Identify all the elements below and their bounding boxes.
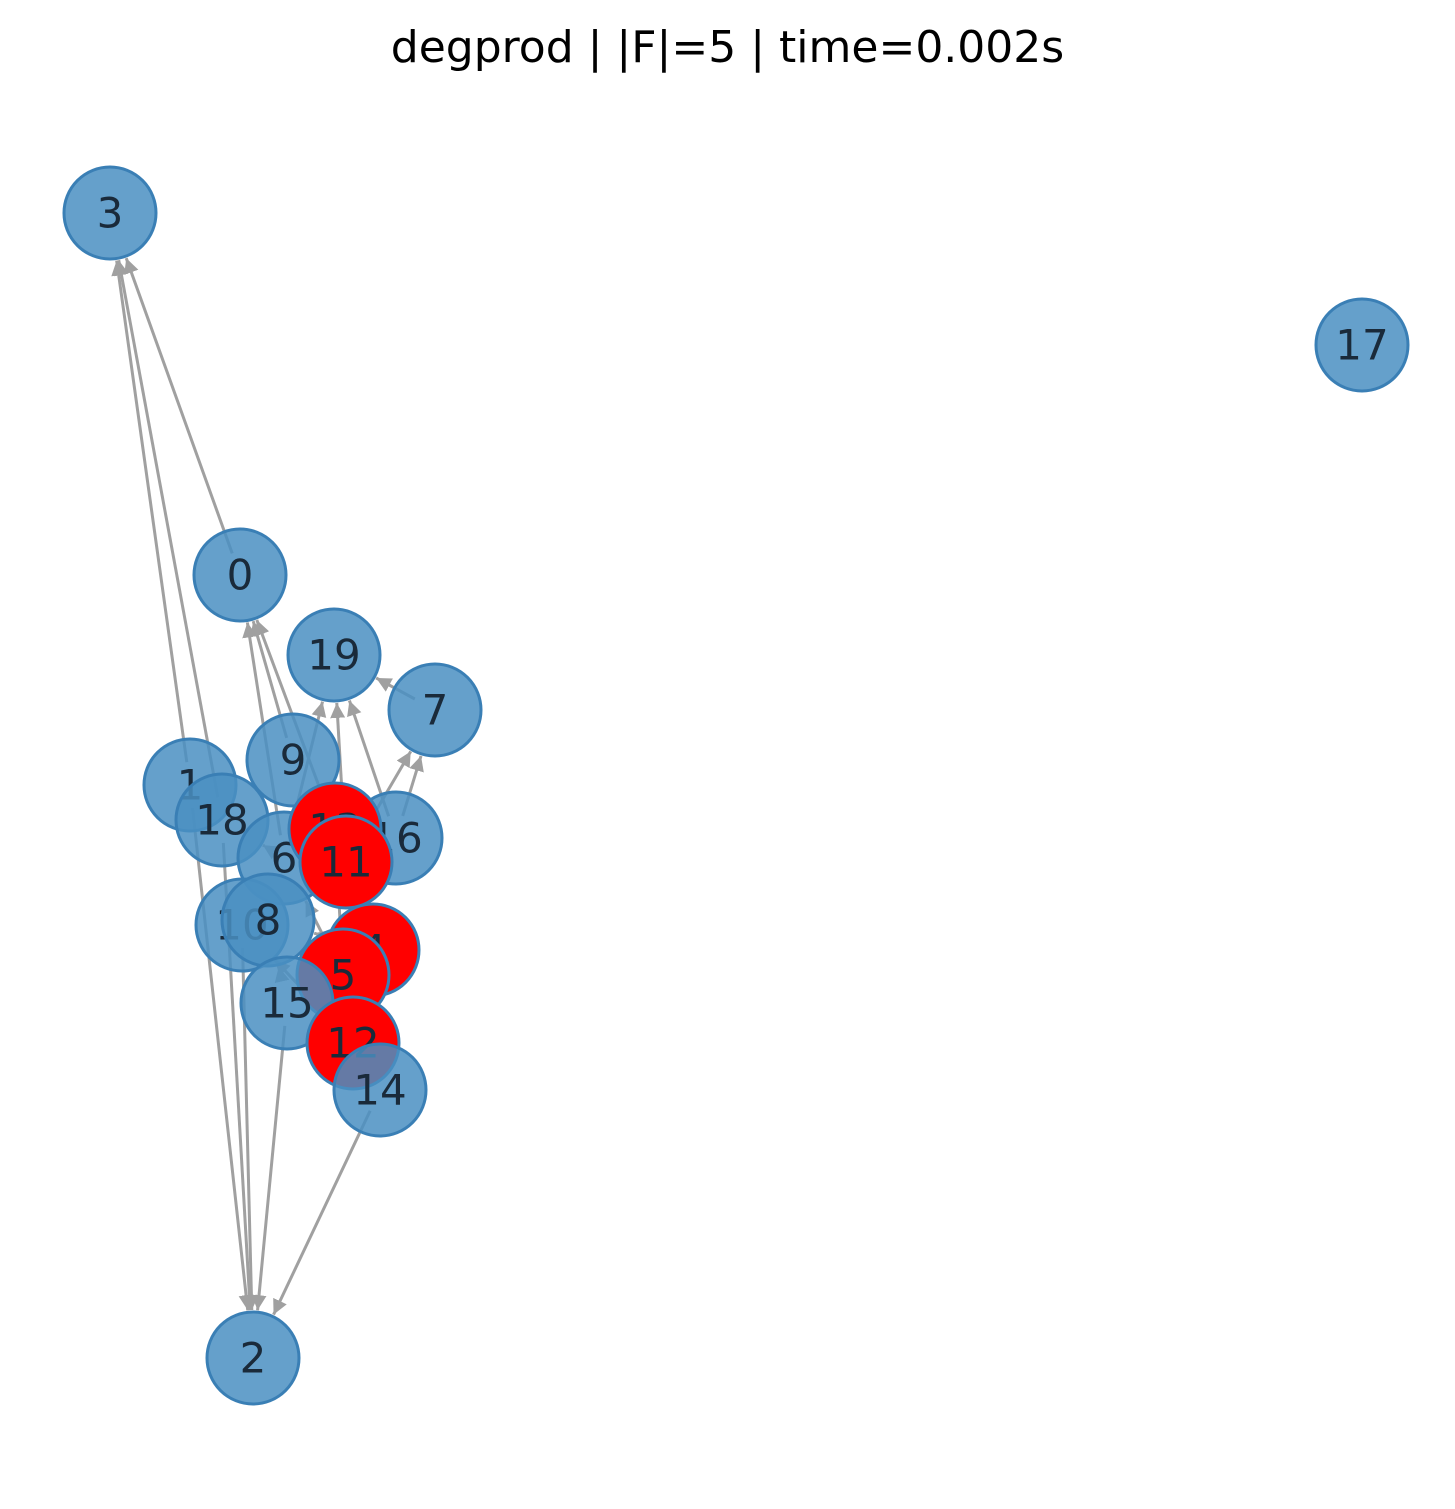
node-circle-11: [298, 814, 394, 910]
node-circle-19: [286, 607, 382, 703]
node-circle-0: [192, 527, 288, 623]
node-circle-9: [245, 712, 341, 808]
node-label-18: 18: [195, 796, 248, 845]
node-17: 17: [1314, 297, 1410, 393]
node-0: 0: [192, 527, 288, 623]
node-label-5: 5: [330, 951, 357, 1000]
node-9: 9: [245, 712, 341, 808]
node-circle-17: [1314, 297, 1410, 393]
node-11: 11: [298, 814, 394, 910]
node-label-9: 9: [280, 736, 307, 785]
edge-18-3: [114, 259, 220, 798]
node-14: 14: [332, 1042, 428, 1138]
node-label-15: 15: [260, 979, 313, 1028]
edge-1-3: [111, 260, 189, 763]
node-label-8: 8: [255, 896, 282, 945]
node-label-2: 2: [240, 1334, 267, 1383]
node-3: 3: [62, 165, 158, 261]
node-label-11: 11: [319, 838, 372, 887]
node-7: 7: [387, 662, 483, 758]
node-label-7: 7: [422, 686, 449, 735]
node-label-3: 3: [97, 189, 124, 238]
edge-0-3: [124, 257, 234, 554]
edge-14-2: [272, 1110, 372, 1316]
node-circle-3: [62, 165, 158, 261]
chart-title: degprod | |F|=5 | time=0.002s: [390, 22, 1065, 73]
edge-1-2: [191, 807, 254, 1311]
node-label-14: 14: [353, 1066, 406, 1115]
node-circle-7: [387, 662, 483, 758]
node-circle-2: [205, 1310, 301, 1406]
node-8: 8: [220, 872, 316, 968]
node-19: 19: [286, 607, 382, 703]
edge-15-2: [251, 1025, 287, 1311]
node-label-0: 0: [227, 551, 254, 600]
node-label-17: 17: [1335, 321, 1388, 370]
node-circle-14: [332, 1042, 428, 1138]
node-2: 2: [205, 1310, 301, 1406]
node-label-19: 19: [307, 631, 360, 680]
node-layer: 012319791816613111084515121417: [62, 165, 1410, 1406]
